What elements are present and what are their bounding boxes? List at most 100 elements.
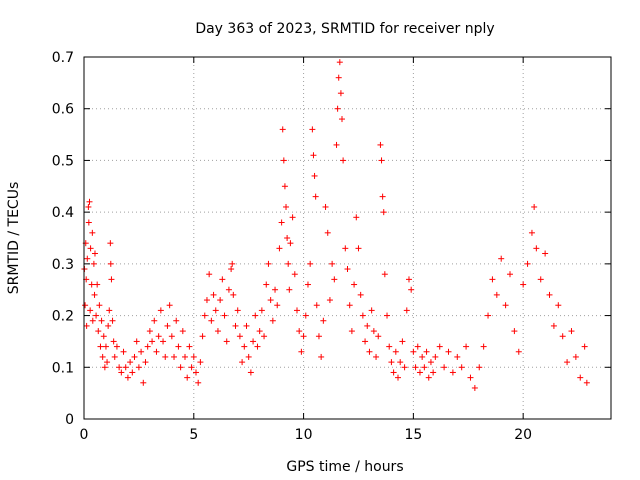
data-points [81, 59, 590, 391]
data-point [247, 369, 254, 376]
data-point [414, 343, 421, 350]
data-point [344, 266, 351, 273]
data-point [370, 328, 377, 335]
data-point [83, 322, 90, 329]
data-point [436, 343, 443, 350]
data-point [97, 343, 104, 350]
data-point [142, 359, 149, 366]
x-tick-label: 20 [514, 427, 532, 443]
data-point [101, 364, 108, 371]
data-point [149, 338, 156, 345]
data-point [192, 369, 199, 376]
x-tick-label: 15 [404, 427, 422, 443]
data-point [96, 302, 103, 309]
data-point [380, 209, 387, 216]
chart-title: Day 363 of 2023, SRMTID for receiver npl… [195, 21, 494, 37]
data-point [144, 343, 151, 350]
data-point [408, 286, 415, 293]
data-point [232, 322, 239, 329]
data-point [311, 172, 318, 179]
data-point [480, 343, 487, 350]
data-point [524, 260, 531, 267]
data-point [280, 157, 287, 164]
data-point [390, 369, 397, 376]
data-point [252, 312, 259, 319]
data-point [375, 333, 382, 340]
data-point [91, 291, 98, 298]
grid-lines [84, 56, 611, 419]
y-tick-label: 0.3 [52, 257, 74, 273]
data-point [190, 353, 197, 360]
data-point [107, 260, 114, 267]
data-point [368, 307, 375, 314]
data-point [427, 359, 434, 366]
data-point [511, 328, 518, 335]
data-point [322, 203, 329, 210]
y-tick-label: 0.5 [52, 153, 74, 169]
data-point [289, 214, 296, 221]
data-point [324, 229, 331, 236]
data-point [217, 297, 224, 304]
data-point [153, 348, 160, 355]
data-point [106, 307, 113, 314]
data-point [90, 260, 97, 267]
data-point [366, 348, 373, 355]
data-point [118, 369, 125, 376]
data-point [362, 338, 369, 345]
data-point [399, 338, 406, 345]
data-point [84, 255, 91, 262]
x-tick-label: 10 [295, 427, 313, 443]
data-point [113, 343, 120, 350]
data-point [441, 364, 448, 371]
data-point [146, 328, 153, 335]
data-point [129, 369, 136, 376]
data-point [279, 126, 286, 133]
data-point [572, 353, 579, 360]
data-point [320, 317, 327, 324]
data-point [250, 338, 257, 345]
data-point [245, 353, 252, 360]
data-point [201, 312, 208, 319]
data-point [313, 302, 320, 309]
data-point [164, 322, 171, 329]
data-point [91, 250, 98, 257]
data-point [287, 240, 294, 247]
data-point [182, 353, 189, 360]
data-point [506, 271, 513, 278]
data-point [131, 353, 138, 360]
data-point [568, 328, 575, 335]
data-point [304, 281, 311, 288]
data-point [449, 369, 456, 376]
data-point [353, 214, 360, 221]
data-point [95, 328, 102, 335]
y-axis-label: SRMTID / TECUs [6, 182, 22, 295]
data-point [331, 276, 338, 283]
data-point [223, 338, 230, 345]
data-point [254, 343, 261, 350]
data-point [87, 307, 94, 314]
data-point [340, 157, 347, 164]
data-point [110, 338, 117, 345]
data-point [241, 343, 248, 350]
data-point [281, 183, 288, 190]
data-point [206, 271, 213, 278]
data-point [378, 157, 385, 164]
data-point [291, 271, 298, 278]
data-point [493, 291, 500, 298]
y-tick-label: 0 [65, 412, 74, 428]
data-point [102, 343, 109, 350]
data-point [339, 116, 346, 123]
data-point [309, 126, 316, 133]
data-point [239, 359, 246, 366]
data-point [392, 348, 399, 355]
plot-frame [83, 56, 612, 420]
data-point [267, 297, 274, 304]
data-point [140, 379, 147, 386]
data-point [157, 307, 164, 314]
data-point [318, 353, 325, 360]
data-point [151, 317, 158, 324]
data-point [127, 359, 134, 366]
data-point [107, 240, 114, 247]
x-tick-label: 5 [189, 427, 198, 443]
data-point [104, 359, 111, 366]
